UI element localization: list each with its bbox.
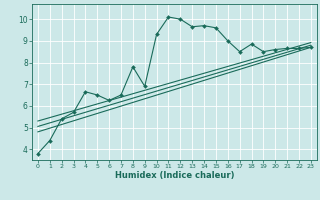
X-axis label: Humidex (Indice chaleur): Humidex (Indice chaleur) <box>115 171 234 180</box>
